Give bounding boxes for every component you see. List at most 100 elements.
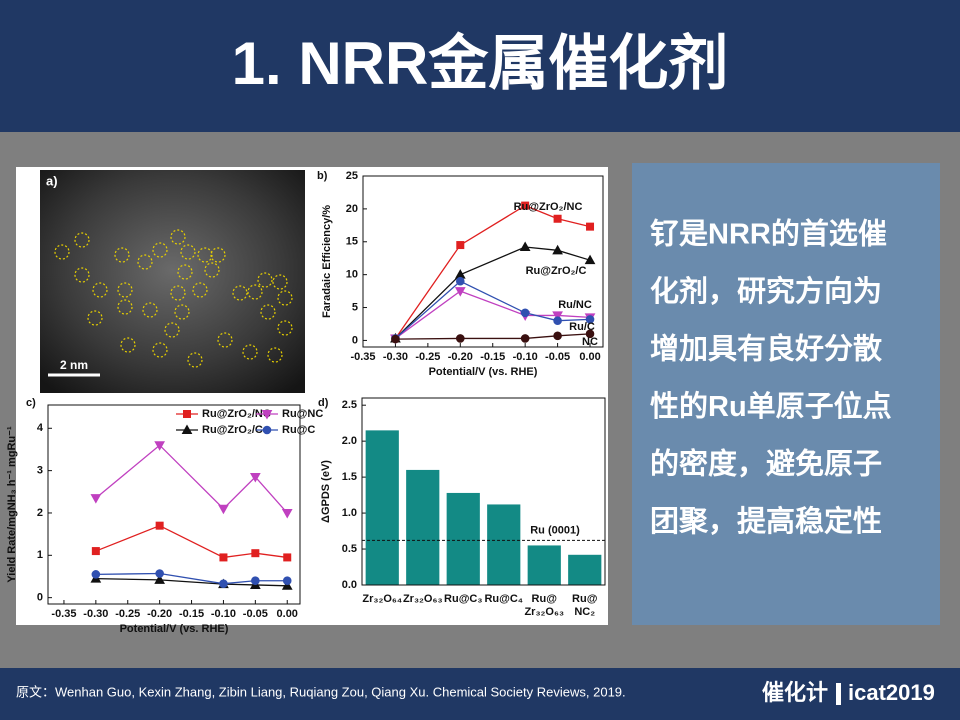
- x-axis-label: Potential/V (vs. RHE): [120, 623, 229, 635]
- bar: [527, 545, 561, 585]
- data-point: [553, 331, 562, 341]
- brand-separator: [836, 683, 841, 705]
- data-point: [154, 574, 166, 584]
- x-tick-label: -0.05: [545, 351, 570, 363]
- y-axis-label: Faradaic Efficiency/%: [321, 205, 333, 318]
- x-tick-label: -0.15: [480, 351, 505, 363]
- legend-marker: [261, 410, 273, 420]
- x-tick-label: -0.35: [51, 608, 76, 620]
- legend-marker: [183, 410, 191, 418]
- data-point: [251, 549, 260, 558]
- x-tick-label: 0.00: [579, 351, 600, 363]
- brand-site: icat2019: [848, 680, 935, 705]
- x-tick-label: -0.10: [513, 351, 538, 363]
- bar: [406, 469, 440, 585]
- data-point: [552, 311, 563, 321]
- data-point: [219, 553, 228, 562]
- y-tick-label: 10: [346, 269, 358, 281]
- y-tick-label: 1.5: [342, 471, 357, 483]
- data-point: [585, 329, 595, 339]
- legend-marker: [262, 425, 272, 435]
- plot-frame: [362, 175, 604, 348]
- legend-label: Ru@ZrO₂/C: [202, 424, 263, 436]
- data-point: [154, 441, 166, 451]
- x-tick-label: -0.25: [415, 351, 440, 363]
- text-line: 钌是NRR的首选催: [650, 217, 887, 251]
- series-label: Ru@ZrO₂/NC: [514, 201, 583, 213]
- y-tick-label: 0.0: [342, 579, 357, 591]
- data-point: [249, 472, 261, 483]
- bar: [365, 430, 399, 585]
- y-tick-label: 4: [37, 422, 44, 434]
- data-point: [283, 553, 292, 562]
- text-line: 增加具有良好分散: [650, 332, 882, 366]
- x-tick-label: -0.15: [179, 608, 204, 620]
- y-tick-label: 1: [37, 549, 43, 561]
- y-tick-label: 0.5: [342, 543, 357, 555]
- data-point: [520, 308, 530, 318]
- y-tick-label: 2.0: [342, 435, 357, 447]
- y-axis-label: Yield Rate/mgNH₃ h⁻¹ mgRu⁻¹: [6, 426, 18, 583]
- data-point: [155, 569, 164, 578]
- y-tick-label: 0: [37, 592, 43, 604]
- series-label: Ru@ZrO₂/C: [526, 265, 587, 277]
- header-band: [0, 0, 960, 132]
- x-axis-label: Potential/V (vs. RHE): [429, 366, 538, 378]
- x-tick-label: 0.00: [277, 608, 298, 620]
- y-tick-label: 2.5: [342, 399, 357, 411]
- bar: [568, 554, 602, 585]
- data-point: [155, 521, 164, 530]
- x-tick-label: -0.25: [115, 608, 140, 620]
- y-tick-label: 20: [346, 203, 358, 215]
- chart: b) Faradaic Efficiency/% 0 5 10 15 20 25 -0.35 -0…: [317, 170, 604, 378]
- legend-marker: [181, 424, 193, 434]
- tem-image: a) 2 nm: [40, 170, 305, 393]
- data-point: [553, 316, 562, 325]
- legend-label: Ru@ZrO₂/NC: [202, 408, 271, 420]
- data-point: [91, 547, 100, 556]
- y-tick-label: 5: [352, 301, 358, 313]
- text-line: 团聚，提高稳定性: [650, 504, 882, 538]
- plot-frame: [361, 397, 606, 586]
- x-tick-label: -0.30: [383, 351, 408, 363]
- y-tick-label: 25: [346, 170, 358, 182]
- data-point: [91, 570, 101, 579]
- data-point: [520, 334, 530, 343]
- chart: d) ΔGPDS (eV) 0.0 0.5 1.0 1.5 2.0 2.5 Zr₃₂O₆₄ Zr₃…: [318, 397, 606, 618]
- text-line: 性的Ru单原子位点: [650, 389, 892, 423]
- plot-frame: [47, 404, 301, 605]
- x-tick-label: Ru@C₃: [444, 593, 482, 605]
- scale-bar-label: 2 nm: [60, 358, 88, 372]
- legend-label: Ru@C: [282, 424, 315, 436]
- data-point: [218, 504, 229, 515]
- x-tick-label: -0.10: [211, 608, 236, 620]
- panel-label: d): [318, 397, 329, 409]
- footer-band: [0, 668, 960, 720]
- x-tick-label: Ru@ NC₂: [572, 593, 598, 618]
- text-box: [632, 163, 940, 625]
- x-tick-label: -0.20: [147, 608, 172, 620]
- x-tick-label: -0.30: [83, 608, 108, 620]
- text-line: 的密度，避免原子: [650, 447, 882, 481]
- x-tick-label: Ru@ Zr₃₂O₆₃: [524, 593, 564, 618]
- legend-label: Ru@NC: [282, 408, 323, 420]
- data-point: [553, 214, 562, 223]
- data-point: [584, 254, 596, 265]
- y-axis-label: ΔGPDS (eV): [320, 460, 332, 523]
- data-point: [454, 287, 466, 297]
- panel-label: b): [317, 170, 328, 182]
- atom-circles: [54, 229, 293, 368]
- y-tick-label: 3: [37, 465, 43, 477]
- citation: 原文：Wenhan Guo, Kexin Zhang, Zibin Liang,…: [16, 684, 626, 699]
- x-tick-label: Zr₃₂O₆₃: [403, 593, 443, 605]
- data-point: [521, 201, 530, 210]
- data-point: [586, 222, 595, 231]
- y-tick-label: 1.0: [342, 507, 357, 519]
- data-point: [281, 508, 293, 519]
- chart: c)Yield Rate/mgNH₃ h⁻¹ mgRu⁻¹01234-0.35-…: [6, 397, 323, 635]
- series-label: NC: [582, 336, 598, 348]
- x-tick-label: -0.20: [448, 351, 473, 363]
- text-box-lines: 钌是NRR的首选催化剂，研究方向为增加具有良好分散性的Ru单原子位点的密度，避免…: [650, 217, 892, 539]
- brand: 催化计: [762, 680, 828, 705]
